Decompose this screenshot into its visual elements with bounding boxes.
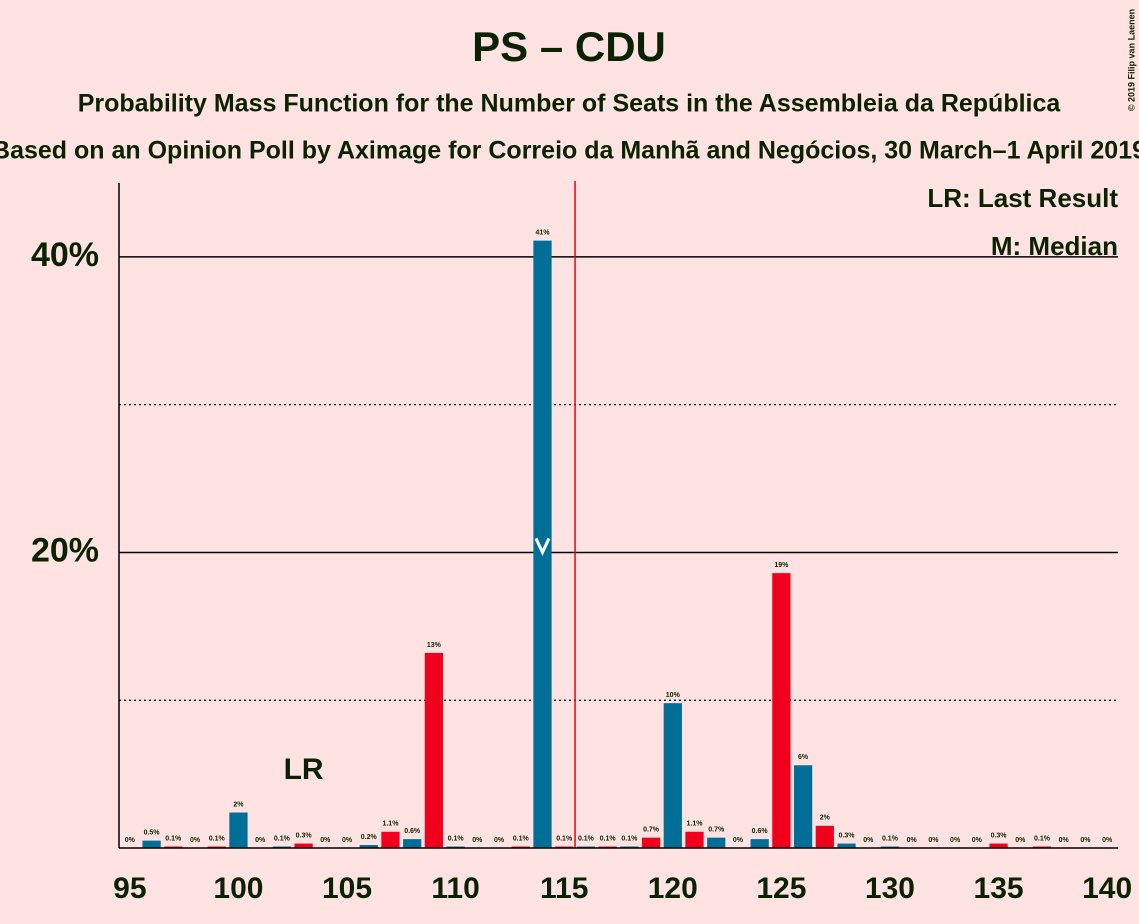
value-label: 0% — [1102, 837, 1113, 844]
value-label: 19% — [774, 562, 789, 569]
x-tick-label: 125 — [756, 872, 806, 905]
x-tick-label: 95 — [113, 872, 146, 905]
bar — [641, 837, 661, 848]
value-label: 0% — [928, 837, 939, 844]
bar — [793, 765, 813, 848]
bar — [663, 703, 682, 848]
value-label: 0.1% — [882, 835, 899, 842]
bar — [750, 839, 769, 848]
bar — [294, 843, 313, 848]
value-label: 0.1% — [556, 835, 573, 842]
value-label: 0.3% — [839, 832, 856, 839]
value-label: 41% — [535, 229, 550, 236]
value-label: 10% — [666, 692, 681, 699]
value-label: 0.1% — [578, 835, 595, 842]
x-tick-label: 115 — [540, 872, 588, 905]
x-tick-label: 120 — [648, 872, 698, 905]
bar — [359, 845, 378, 848]
bar — [403, 839, 422, 848]
x-tick-label: 130 — [865, 872, 915, 905]
value-label: 0% — [125, 837, 136, 844]
y-tick-label: 20% — [31, 531, 99, 569]
value-label: 0.7% — [643, 826, 660, 833]
value-label: 0% — [320, 837, 331, 844]
bar — [229, 812, 248, 848]
bar — [837, 843, 856, 848]
value-label: 0.1% — [448, 835, 465, 842]
subtitle: Based on an Opinion Poll by Aximage for … — [0, 137, 1139, 165]
value-label: 0% — [1080, 837, 1091, 844]
value-label: 0% — [733, 837, 744, 844]
value-label: 0% — [255, 837, 266, 844]
value-label: 0.7% — [708, 826, 725, 833]
bar — [381, 831, 400, 848]
value-label: 0% — [472, 837, 483, 844]
value-label: 0% — [1015, 837, 1026, 844]
bar — [707, 837, 726, 848]
value-label: 0.5% — [144, 829, 161, 836]
value-label: 0.6% — [752, 828, 769, 835]
value-label: 0.1% — [513, 835, 530, 842]
bar — [533, 240, 552, 849]
x-tick-label: 100 — [213, 872, 263, 905]
x-tick-label: 135 — [974, 872, 1024, 905]
bar — [424, 652, 444, 848]
bar — [989, 843, 1008, 848]
chart-title: PS – CDU — [472, 23, 666, 70]
value-label: 2% — [820, 815, 831, 822]
value-label: 0% — [863, 837, 874, 844]
value-label: 0.1% — [165, 835, 182, 842]
bar — [815, 825, 834, 848]
value-label: 13% — [427, 642, 442, 649]
x-tick-label: 140 — [1082, 872, 1132, 905]
value-label: 0% — [907, 837, 918, 844]
legend-entry: LR: Last Result — [927, 183, 1118, 213]
bar — [772, 573, 791, 848]
value-label: 1.1% — [687, 821, 704, 828]
last-result-label: LR — [284, 753, 324, 786]
bar — [685, 831, 704, 848]
value-label: 0% — [342, 837, 353, 844]
legend-entry: M: Median — [991, 231, 1118, 261]
value-label: 1.1% — [382, 821, 399, 828]
x-tick-label: 110 — [431, 872, 479, 905]
median-marker — [534, 537, 551, 556]
value-label: 0% — [190, 837, 201, 844]
value-label: 0.1% — [1034, 835, 1051, 842]
value-label: 0% — [1059, 837, 1070, 844]
value-label: 0.1% — [600, 835, 617, 842]
value-label: 0.1% — [274, 835, 291, 842]
value-label: 0.3% — [991, 832, 1008, 839]
value-label: 0% — [972, 837, 983, 844]
subtitle: Probability Mass Function for the Number… — [78, 90, 1062, 118]
value-label: 0.1% — [209, 835, 226, 842]
bar — [142, 840, 161, 848]
value-label: 0.6% — [404, 828, 421, 835]
value-label: 0% — [950, 837, 961, 844]
credit: © 2019 Filip van Laenen — [1126, 9, 1136, 111]
value-label: 0.1% — [621, 835, 638, 842]
value-label: 6% — [798, 754, 809, 761]
value-label: 2% — [233, 801, 244, 808]
value-label: 0% — [494, 837, 505, 844]
y-tick-label: 40% — [31, 236, 99, 274]
value-label: 0.2% — [361, 834, 378, 841]
value-label: 0.3% — [296, 832, 313, 839]
x-tick-label: 105 — [322, 872, 372, 905]
